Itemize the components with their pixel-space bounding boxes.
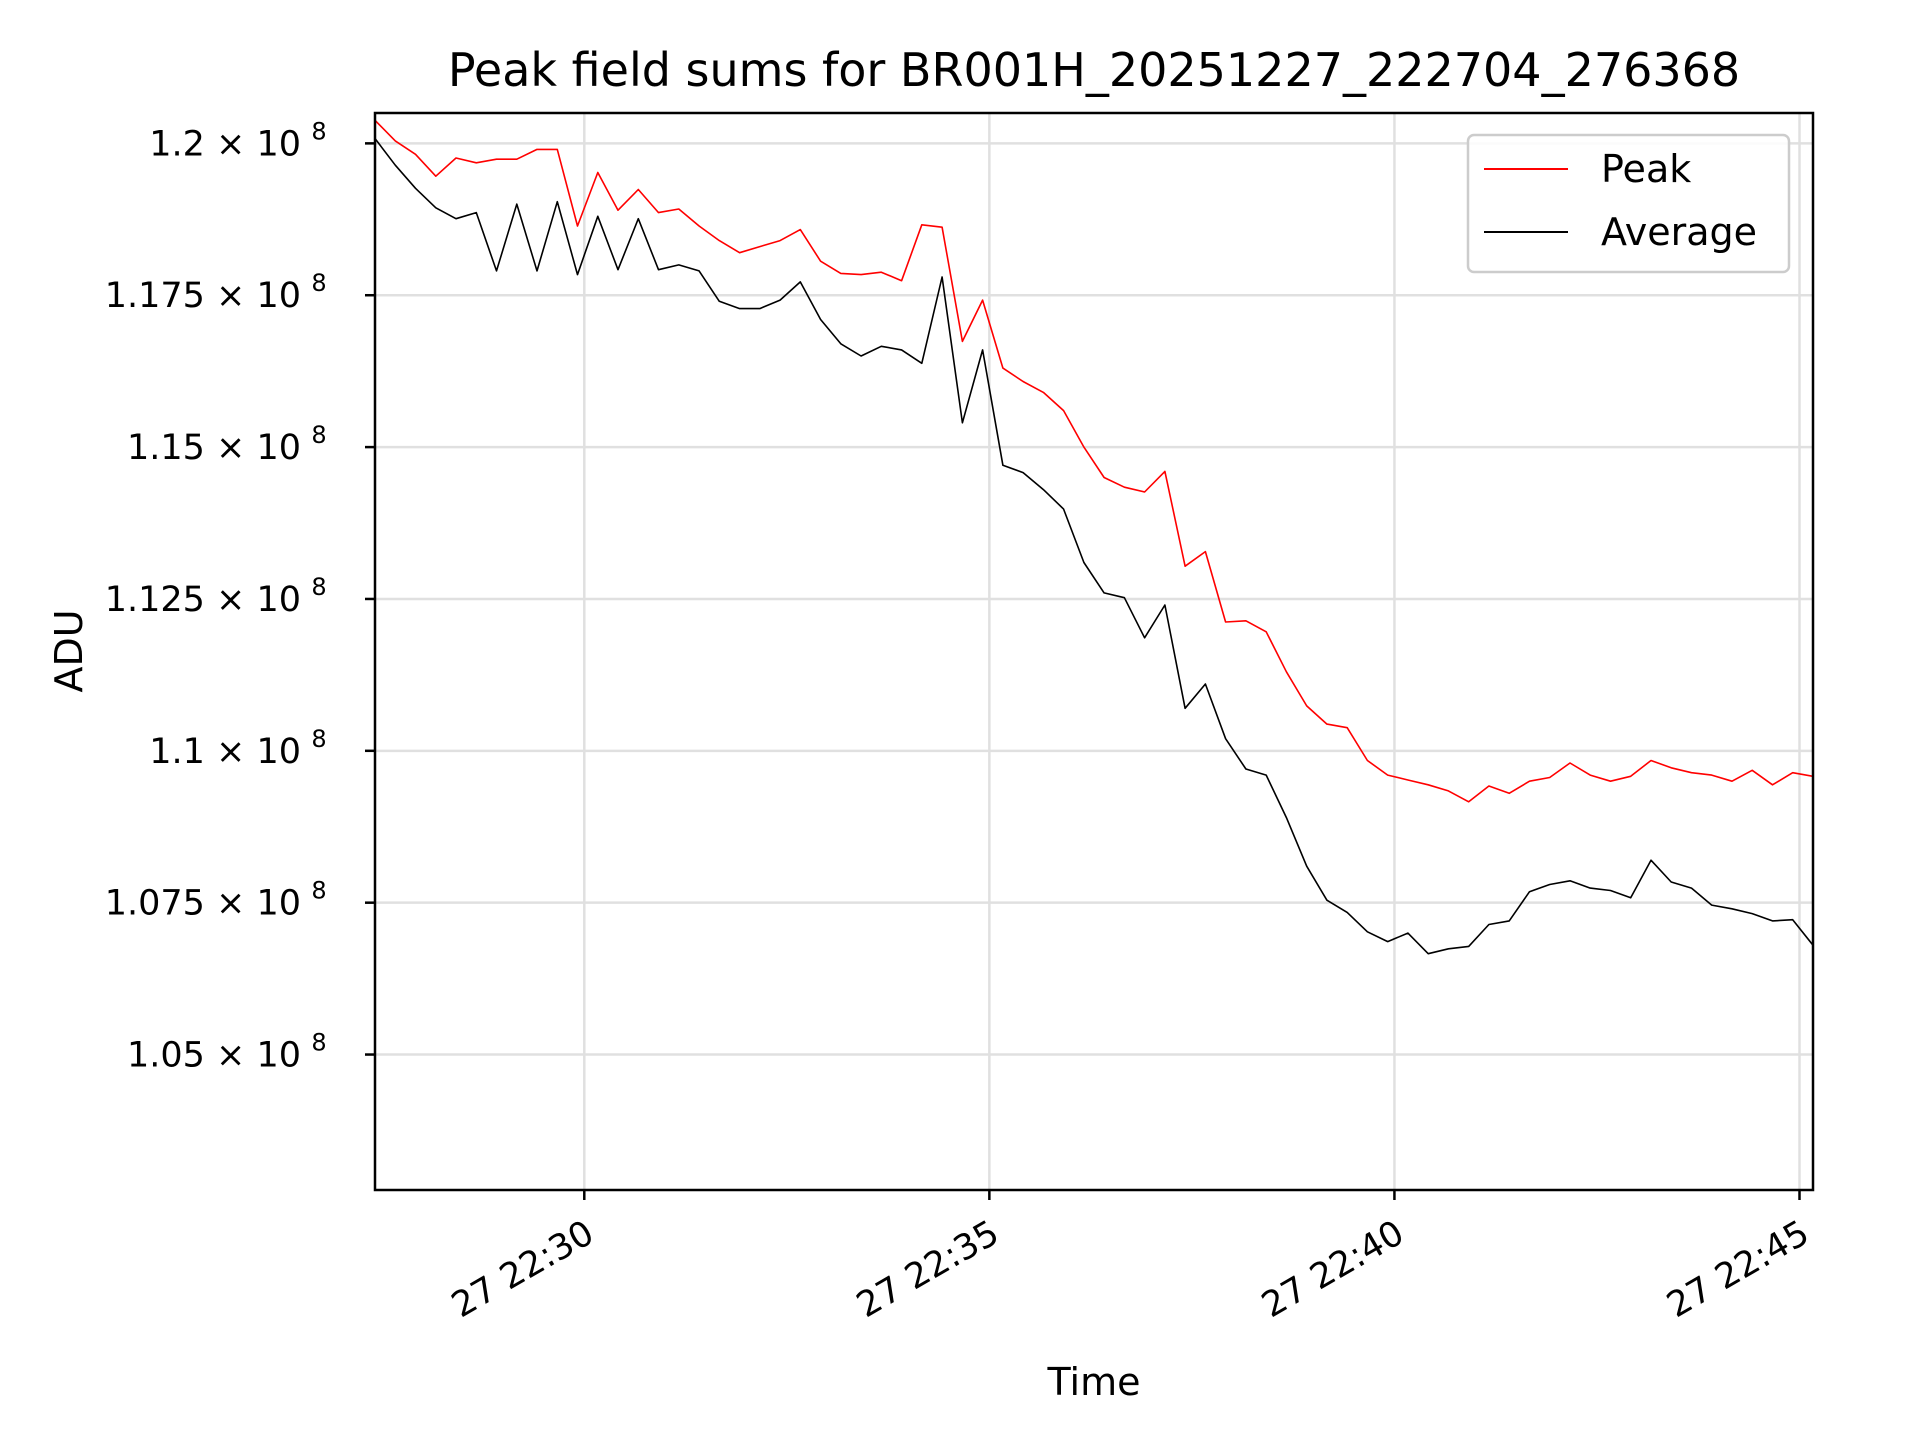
legend-label-average: Average bbox=[1601, 210, 1757, 254]
series-line-peak bbox=[375, 119, 1813, 803]
y-tick-exponent: 8 bbox=[311, 877, 326, 905]
y-tick-label: 1.2 × 10 bbox=[149, 124, 301, 164]
x-tick-label: 27 22:30 bbox=[445, 1213, 601, 1326]
x-axis-label: Time bbox=[1047, 1360, 1141, 1404]
y-tick-exponent: 8 bbox=[311, 421, 326, 449]
y-tick-label: 1.15 × 10 bbox=[127, 428, 301, 468]
x-tick-label: 27 22:35 bbox=[850, 1213, 1006, 1326]
tick-layer: 1.05 × 10 8 1.075 × 10 8 1.1 × 10 8 1.125 × 10… bbox=[105, 117, 1816, 1326]
y-tick-label: 1.125 × 10 bbox=[105, 580, 301, 620]
x-tick-label: 27 22:45 bbox=[1660, 1213, 1816, 1326]
y-tick-exponent: 8 bbox=[311, 725, 326, 753]
x-tick-label: 27 22:40 bbox=[1255, 1213, 1411, 1326]
y-axis-label: ADU bbox=[47, 609, 91, 692]
y-tick-label: 1.1 × 10 bbox=[149, 732, 301, 772]
y-tick-exponent: 8 bbox=[311, 269, 326, 297]
plot-frame bbox=[373, 111, 1815, 1192]
y-tick-exponent: 8 bbox=[311, 573, 326, 601]
y-tick-exponent: 8 bbox=[311, 1029, 326, 1057]
chart-title: Peak field sums for BR001H_20251227_2227… bbox=[448, 43, 1740, 97]
legend-label-peak: Peak bbox=[1601, 147, 1691, 191]
y-tick-label: 1.05 × 10 bbox=[127, 1036, 301, 1076]
y-tick-label: 1.075 × 10 bbox=[105, 884, 301, 924]
y-tick-exponent: 8 bbox=[311, 117, 326, 145]
legend: Peak Average bbox=[1466, 133, 1791, 274]
grid-layer bbox=[375, 113, 1813, 1190]
series-layer bbox=[375, 119, 1813, 955]
y-tick-label: 1.175 × 10 bbox=[105, 276, 301, 316]
series-line-average bbox=[375, 138, 1813, 955]
